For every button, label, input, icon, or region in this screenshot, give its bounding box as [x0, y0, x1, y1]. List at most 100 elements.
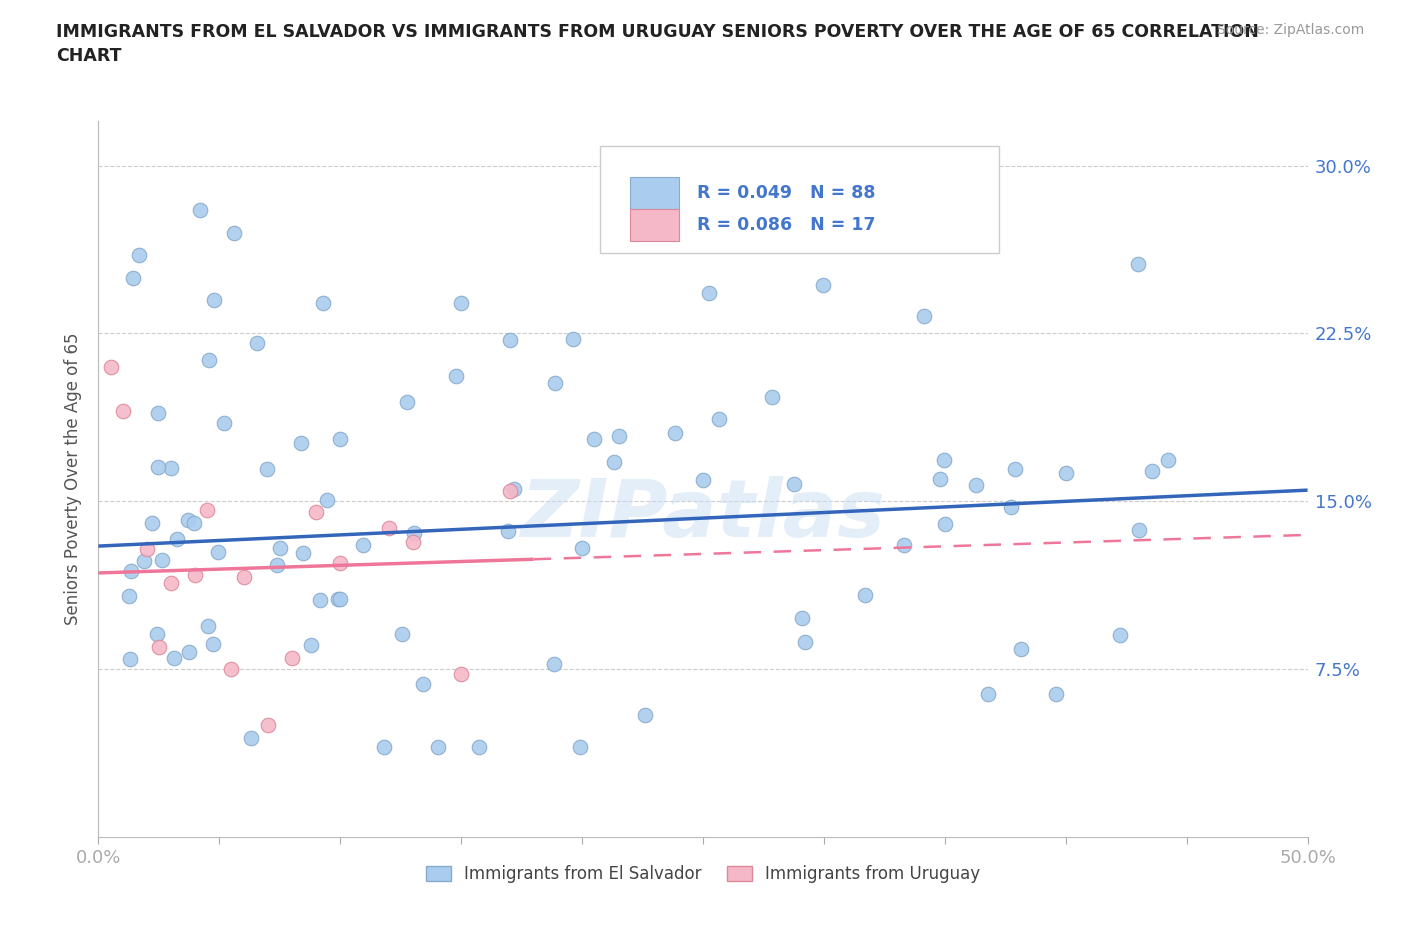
- Point: [468, 740, 491, 755]
- Point: [402, 535, 425, 550]
- Legend: Immigrants from El Salvador, Immigrants from Uruguay: Immigrants from El Salvador, Immigrants …: [419, 858, 987, 889]
- Point: [1004, 461, 1026, 476]
- Point: [1128, 523, 1150, 538]
- Point: [117, 589, 139, 604]
- Point: [377, 521, 399, 536]
- Point: [977, 686, 1000, 701]
- Point: [316, 493, 339, 508]
- Point: [141, 516, 163, 531]
- Point: [256, 718, 278, 733]
- Point: [145, 627, 167, 642]
- Point: [240, 730, 263, 745]
- Point: [583, 432, 606, 446]
- Point: [122, 270, 145, 285]
- Point: [1000, 499, 1022, 514]
- Point: [177, 512, 200, 527]
- Point: [201, 636, 224, 651]
- Point: [120, 564, 142, 578]
- Text: R = 0.086   N = 17: R = 0.086 N = 17: [697, 216, 876, 233]
- FancyBboxPatch shape: [600, 146, 1000, 253]
- Point: [934, 517, 956, 532]
- Point: [790, 610, 813, 625]
- Point: [222, 225, 245, 240]
- Point: [207, 545, 229, 560]
- Text: Source: ZipAtlas.com: Source: ZipAtlas.com: [1216, 23, 1364, 37]
- Point: [292, 545, 315, 560]
- Text: IMMIGRANTS FROM EL SALVADOR VS IMMIGRANTS FROM URUGUAY SENIORS POVERTY OVER THE : IMMIGRANTS FROM EL SALVADOR VS IMMIGRANT…: [56, 23, 1260, 65]
- Point: [232, 570, 254, 585]
- Point: [634, 708, 657, 723]
- Point: [266, 557, 288, 572]
- Point: [221, 662, 243, 677]
- Y-axis label: Seniors Poverty Over the Age of 65: Seniors Poverty Over the Age of 65: [65, 333, 83, 625]
- Point: [329, 432, 352, 446]
- Point: [412, 676, 434, 691]
- Point: [198, 352, 221, 367]
- Point: [793, 634, 815, 649]
- FancyBboxPatch shape: [630, 177, 679, 208]
- Point: [813, 278, 835, 293]
- Text: ZIPatlas: ZIPatlas: [520, 476, 886, 553]
- Point: [111, 404, 134, 418]
- Point: [132, 553, 155, 568]
- Point: [571, 540, 593, 555]
- Point: [150, 552, 173, 567]
- Point: [965, 478, 987, 493]
- Point: [562, 331, 585, 346]
- Point: [312, 296, 335, 311]
- Point: [329, 556, 352, 571]
- Point: [202, 293, 225, 308]
- Point: [305, 505, 328, 520]
- Point: [352, 537, 374, 551]
- Point: [326, 591, 349, 606]
- Point: [290, 435, 312, 450]
- Point: [1128, 257, 1150, 272]
- Point: [928, 472, 950, 486]
- Point: [568, 740, 591, 755]
- Point: [912, 309, 935, 324]
- Point: [100, 360, 122, 375]
- Point: [1109, 628, 1132, 643]
- Point: [496, 524, 519, 538]
- Point: [1140, 463, 1163, 478]
- Point: [269, 540, 291, 555]
- Point: [402, 526, 425, 541]
- Point: [329, 591, 352, 606]
- Point: [1157, 453, 1180, 468]
- Point: [246, 336, 269, 351]
- Point: [160, 461, 183, 476]
- Point: [444, 368, 467, 383]
- Point: [543, 657, 565, 671]
- Point: [697, 286, 720, 301]
- Point: [212, 415, 235, 430]
- Point: [498, 484, 520, 498]
- Point: [256, 462, 278, 477]
- Point: [188, 203, 211, 218]
- Point: [1054, 466, 1077, 481]
- Point: [148, 639, 170, 654]
- Point: [177, 644, 200, 659]
- Point: [301, 637, 323, 652]
- Point: [281, 651, 304, 666]
- Point: [692, 472, 714, 487]
- Point: [707, 412, 730, 427]
- Point: [184, 568, 207, 583]
- Point: [160, 576, 183, 591]
- Point: [499, 332, 522, 347]
- Point: [1010, 641, 1032, 656]
- Point: [197, 618, 219, 633]
- FancyBboxPatch shape: [630, 208, 679, 241]
- Point: [502, 482, 524, 497]
- Point: [783, 476, 806, 491]
- Point: [893, 538, 915, 552]
- Point: [395, 394, 418, 409]
- Point: [146, 459, 169, 474]
- Point: [183, 516, 205, 531]
- Point: [603, 455, 626, 470]
- Point: [118, 651, 141, 666]
- Point: [166, 531, 188, 546]
- Point: [853, 588, 876, 603]
- Point: [128, 247, 150, 262]
- Point: [195, 503, 218, 518]
- Point: [391, 627, 413, 642]
